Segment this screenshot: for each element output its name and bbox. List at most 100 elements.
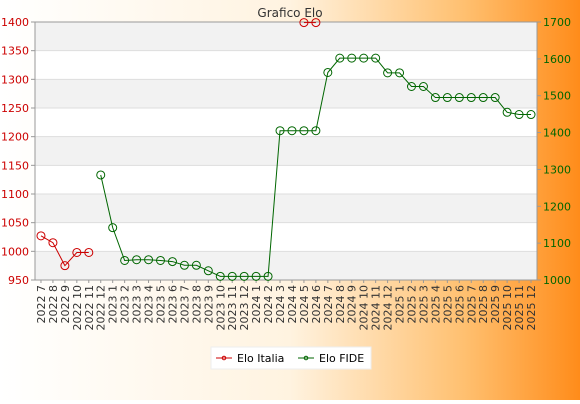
x-tick-label: 2023 1 [107, 285, 120, 324]
y-left-tick-label: 1250 [1, 102, 29, 115]
elo-fide-point [407, 82, 416, 91]
y-left-tick-label: 1350 [1, 45, 29, 58]
y-right-tick-label: 1100 [543, 237, 571, 250]
x-tick-label: 2024 4 [286, 285, 299, 324]
x-tick-label: 2023 8 [190, 285, 203, 324]
elo-fide-point [144, 255, 154, 265]
y-left-tick-label: 1100 [1, 188, 29, 201]
y-right-tick-label: 1400 [543, 127, 571, 140]
elo-fide-point [395, 68, 405, 78]
x-tick-label: 2024 9 [346, 285, 359, 324]
elo-fide-point [191, 260, 201, 270]
elo-fide-point [490, 93, 500, 103]
elo-fide-point [526, 110, 536, 120]
x-tick-label: 2024 3 [274, 285, 287, 324]
x-tick-label: 2023 2 [119, 285, 132, 324]
legend-marker-elo-fide [303, 355, 309, 361]
elo-fide-point [203, 266, 213, 276]
x-tick-label: 2025 11 [513, 285, 526, 331]
elo-fide-point [299, 126, 309, 136]
x-tick-label: 2025 7 [465, 285, 478, 324]
x-tick-label: 2023 9 [202, 285, 215, 324]
elo-italia-point [84, 247, 94, 257]
elo-italia-point [36, 231, 46, 241]
elo-fide-point [96, 170, 106, 180]
x-tick-label: 2023 11 [226, 285, 239, 331]
elo-italia-point [48, 238, 58, 248]
x-tick-label: 2025 5 [441, 285, 454, 324]
elo-fide-point [239, 271, 249, 281]
elo-fide-point [478, 93, 488, 103]
x-tick-label: 2024 11 [370, 285, 383, 331]
x-tick-label: 2023 3 [131, 285, 144, 324]
grid-band [35, 22, 537, 51]
elo-italia-point [311, 18, 321, 28]
x-tick-label: 2023 12 [238, 285, 251, 331]
x-tick-label: 2024 12 [382, 285, 395, 331]
grid-band [35, 194, 537, 223]
elo-fide-point [514, 110, 524, 120]
x-tick-label: 2024 1 [250, 285, 263, 324]
y-right-tick-label: 1000 [543, 274, 571, 287]
y-left-tick-label: 1150 [1, 159, 29, 172]
grid-band [35, 79, 537, 108]
y-right-tick-label: 1300 [543, 163, 571, 176]
x-tick-label: 2022 9 [59, 285, 72, 324]
elo-fide-point [263, 271, 273, 281]
elo-fide-point [215, 271, 225, 281]
x-tick-label: 2025 3 [417, 285, 430, 324]
x-tick-label: 2022 12 [95, 285, 108, 331]
x-tick-label: 2022 10 [71, 285, 84, 331]
x-tick-label: 2024 10 [358, 285, 371, 331]
x-tick-label: 2025 4 [429, 285, 442, 324]
elo-italia-point [299, 18, 309, 28]
x-tick-label: 2025 9 [489, 285, 502, 324]
elo-fide-line [100, 57, 532, 277]
elo-fide-point [359, 53, 369, 63]
y-left-tick-label: 1050 [1, 217, 29, 230]
plot-border [34, 21, 538, 281]
x-tick-label: 2022 7 [35, 285, 48, 324]
elo-fide-point [275, 126, 285, 136]
legend-label-elo-fide: Elo FIDE [319, 352, 364, 365]
y-left-tick-label: 950 [8, 274, 29, 287]
x-tick-label: 2025 12 [525, 285, 538, 331]
x-tick-label: 2024 6 [310, 285, 323, 324]
y-left-tick-label: 1300 [1, 73, 29, 86]
elo-fide-point [466, 93, 476, 103]
x-tick-label: 2022 8 [47, 285, 60, 324]
y-left-tick-label: 1200 [1, 131, 29, 144]
elo-fide-point [156, 255, 165, 265]
y-right-tick-label: 1200 [543, 200, 571, 213]
elo-fide-point [108, 223, 118, 233]
x-tick-label: 2024 7 [322, 285, 335, 324]
elo-fide-point [323, 67, 333, 77]
elo-italia-point [60, 261, 70, 271]
x-tick-label: 2025 2 [406, 285, 419, 324]
x-tick-label: 2023 10 [214, 285, 227, 331]
elo-fide-point [287, 126, 297, 136]
elo-fide-point [227, 271, 237, 281]
x-tick-label: 2023 5 [155, 285, 168, 324]
x-tick-label: 2025 8 [477, 285, 490, 324]
chart-title: Grafico Elo [257, 6, 322, 20]
grid-band [35, 136, 537, 166]
elo-fide-point [442, 93, 452, 103]
x-tick-label: 2022 11 [83, 285, 96, 331]
elo-fide-point [430, 93, 440, 103]
elo-fide-point [167, 257, 177, 267]
x-tick-label: 2023 6 [166, 285, 179, 324]
elo-fide-point [418, 82, 428, 91]
x-tick-label: 2025 6 [453, 285, 466, 324]
grid-band [35, 251, 537, 280]
elo-fide-point [311, 126, 321, 136]
elo-fide-point [383, 68, 393, 78]
elo-fide-point [371, 53, 381, 63]
elo-fide-point [120, 255, 130, 265]
elo-fide-point [335, 53, 345, 63]
legend-marker-elo-italia [221, 355, 227, 361]
elo-fide-point [179, 260, 189, 270]
x-tick-label: 2024 8 [334, 285, 347, 324]
